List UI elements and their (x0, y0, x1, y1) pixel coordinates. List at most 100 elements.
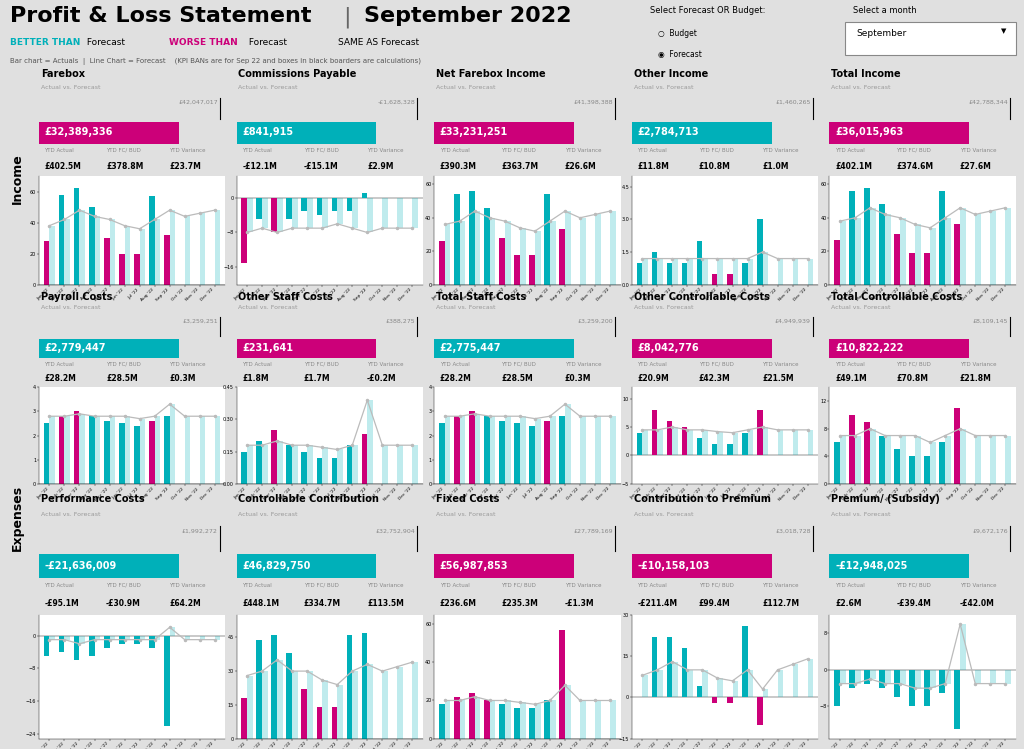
Bar (125, 635, 130, 640)
Text: YTD Actual: YTD Actual (637, 148, 668, 153)
Bar (945, 670, 951, 684)
Text: Expenses: Expenses (11, 485, 24, 551)
Bar (170, 404, 175, 484)
Bar (134, 254, 139, 285)
Bar (514, 255, 520, 285)
Bar (460, 221, 466, 285)
Bar (696, 241, 702, 285)
Bar (855, 218, 861, 285)
Text: £9,672,176: £9,672,176 (973, 528, 1009, 533)
Bar (580, 218, 586, 285)
Bar (939, 670, 945, 693)
Bar (529, 426, 535, 484)
Bar (793, 430, 799, 455)
Bar (49, 416, 55, 484)
Bar (332, 458, 337, 484)
Bar (287, 445, 292, 484)
Text: £236.6M: £236.6M (439, 599, 477, 608)
Bar (247, 676, 253, 739)
Text: Actual vs. Forecast: Actual vs. Forecast (239, 512, 298, 517)
Bar (535, 231, 541, 285)
Bar (80, 635, 85, 643)
Text: £32,752,904: £32,752,904 (376, 528, 416, 533)
Text: Contribution to Premium: Contribution to Premium (634, 494, 770, 504)
Bar (829, 339, 969, 358)
Text: Actual vs. Forecast: Actual vs. Forecast (831, 306, 891, 311)
Bar (559, 416, 565, 484)
Bar (134, 635, 139, 643)
Bar (687, 430, 693, 455)
Text: £388,275: £388,275 (386, 318, 416, 324)
Bar (520, 228, 525, 285)
Text: £231,641: £231,641 (242, 343, 293, 353)
Bar (909, 253, 915, 285)
FancyBboxPatch shape (845, 22, 1016, 55)
Bar (256, 441, 262, 484)
Bar (332, 198, 337, 210)
Bar (352, 671, 358, 739)
Bar (499, 704, 505, 739)
Text: Other Income: Other Income (634, 70, 708, 79)
Text: YTD Actual: YTD Actual (242, 583, 272, 588)
Text: £49.1M: £49.1M (835, 374, 866, 383)
Bar (637, 433, 642, 455)
Bar (58, 195, 65, 285)
Bar (444, 416, 451, 484)
Bar (271, 198, 278, 232)
Bar (215, 635, 220, 640)
Bar (164, 416, 170, 484)
Bar (696, 438, 702, 455)
Bar (155, 219, 161, 285)
Text: YTD Variance: YTD Variance (564, 583, 601, 588)
Text: YTD FC/ BUD: YTD FC/ BUD (502, 148, 537, 153)
Bar (242, 452, 247, 484)
Bar (44, 423, 49, 484)
Bar (835, 443, 840, 484)
Bar (793, 258, 799, 285)
Bar (39, 554, 179, 578)
Text: Profit & Loss Statement: Profit & Loss Statement (10, 6, 311, 26)
Text: £113.5M: £113.5M (367, 599, 403, 608)
Text: Other Controllable Costs: Other Controllable Costs (634, 291, 770, 302)
Bar (864, 670, 870, 684)
Bar (460, 416, 466, 484)
Bar (170, 627, 175, 635)
Bar (732, 258, 738, 285)
Text: £27.6M: £27.6M (959, 162, 992, 171)
Bar (278, 660, 283, 739)
Bar (696, 686, 702, 697)
Text: £20.9M: £20.9M (637, 374, 669, 383)
Bar (80, 413, 85, 484)
Bar (915, 225, 921, 285)
Text: £235.3M: £235.3M (502, 599, 539, 608)
Bar (184, 635, 190, 640)
Bar (148, 421, 155, 484)
Bar (961, 207, 966, 285)
Bar (49, 635, 55, 640)
Bar (535, 419, 541, 484)
Text: £41,398,388: £41,398,388 (573, 100, 613, 104)
Bar (777, 258, 783, 285)
Text: -£30.9M: -£30.9M (106, 599, 141, 608)
Text: Actual vs. Forecast: Actual vs. Forecast (634, 512, 693, 517)
Bar (682, 648, 687, 697)
Bar (550, 221, 556, 285)
Bar (651, 252, 657, 285)
Bar (673, 427, 678, 455)
Text: YTD Variance: YTD Variance (959, 148, 996, 153)
Bar (939, 191, 945, 285)
Bar (74, 411, 80, 484)
Bar (909, 456, 915, 484)
Bar (444, 700, 451, 739)
Text: YTD FC/ BUD: YTD FC/ BUD (106, 362, 141, 367)
Bar (292, 671, 298, 739)
Bar (975, 670, 981, 684)
Text: Total Income: Total Income (831, 70, 901, 79)
Bar (352, 198, 358, 228)
Bar (741, 263, 748, 285)
Bar (413, 445, 418, 484)
Text: £64.2M: £64.2M (169, 599, 201, 608)
Text: Select a month: Select a month (853, 6, 916, 15)
Text: -£12.1M: -£12.1M (242, 162, 278, 171)
Text: £2,784,713: £2,784,713 (637, 127, 699, 137)
